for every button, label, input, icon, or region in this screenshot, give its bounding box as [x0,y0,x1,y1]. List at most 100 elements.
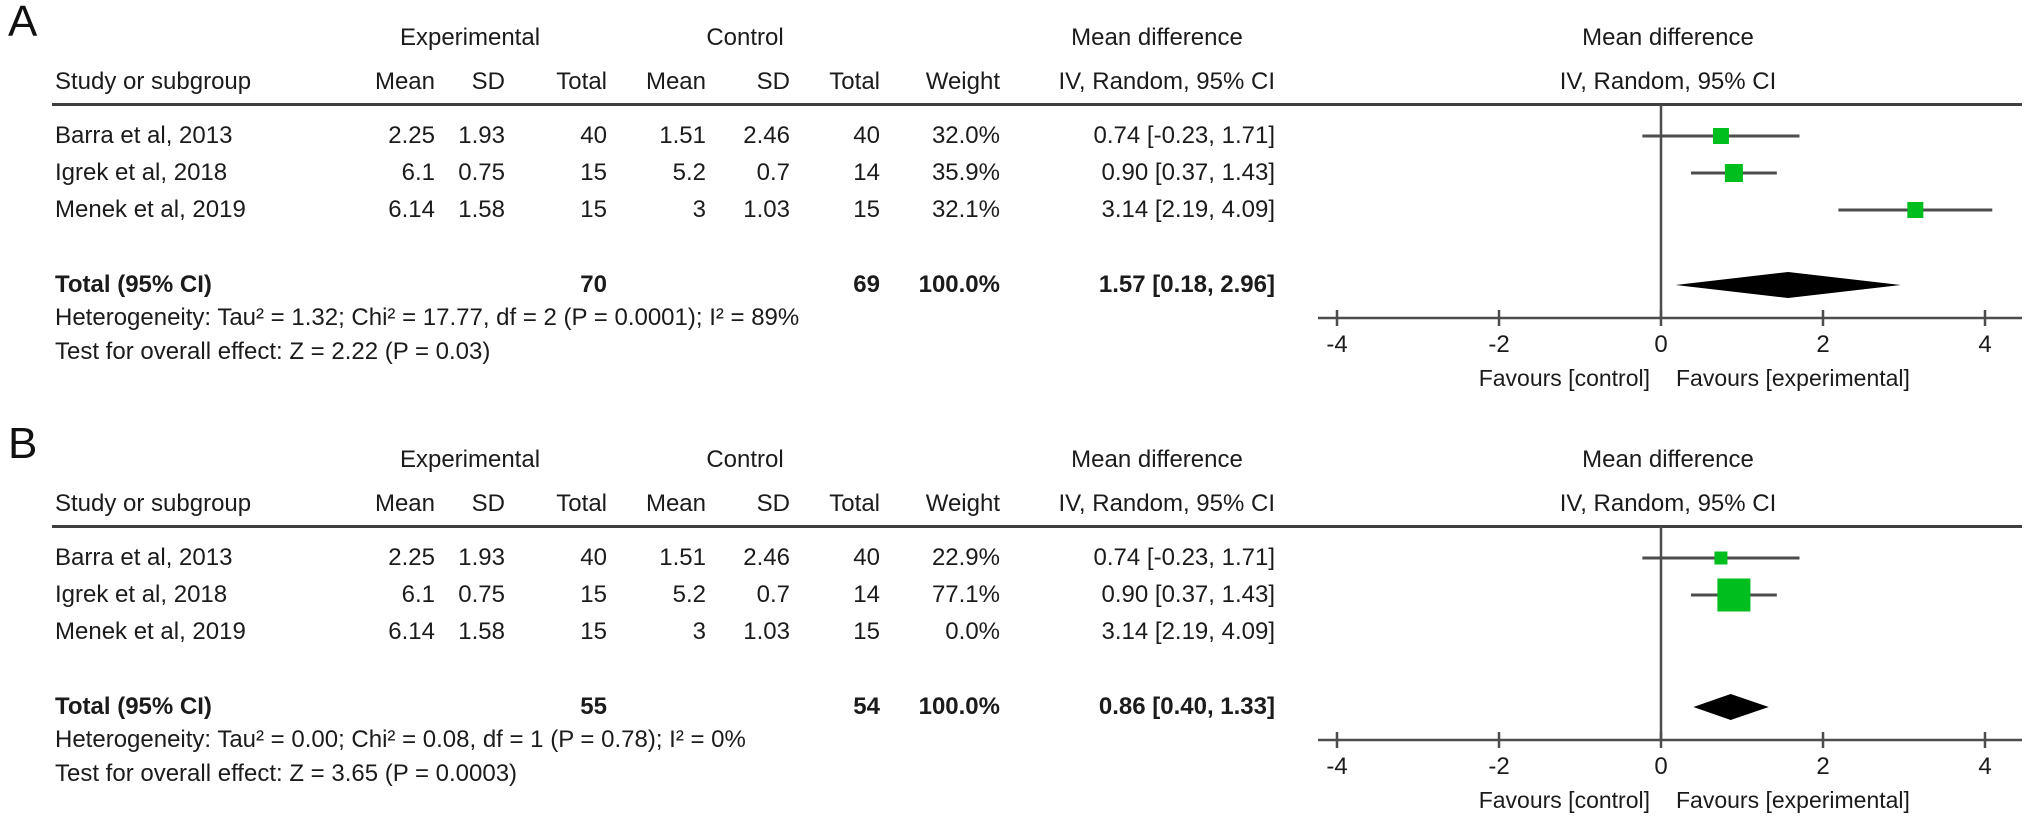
row-weight: 22.9% [931,544,1000,571]
col-header-exp-total: Total [556,490,607,517]
row-exp-total: 15 [580,159,607,186]
col-header-exp-mean: Mean [374,68,435,95]
row-ctrl-sd: 1.03 [743,196,790,223]
col-header-weight: Weight [925,490,1000,517]
row-ctrl-sd: 2.46 [743,544,790,571]
effect-square [1717,578,1751,612]
row-study-name: Igrek et al, 2018 [55,159,228,186]
panel-label-b: B [8,419,38,468]
row-study-name: Menek et al, 2019 [55,618,246,645]
total-diamond [1675,272,1901,298]
row-ci-text: 0.90 [0.37, 1.43] [1101,159,1275,186]
axis-tick-label: -4 [1326,331,1347,358]
total-weight: 100.0% [918,271,1000,298]
heterogeneity-line: Heterogeneity: Tau² = 1.32; Chi² = 17.77… [55,304,800,331]
effect-square [1724,164,1743,182]
col-header-weight: Weight [925,68,1000,95]
axis-tick-label: 4 [1978,753,1991,780]
row-exp-sd: 1.58 [458,618,505,645]
row-study-name: Igrek et al, 2018 [55,581,228,608]
group-header-experimental: Experimental [399,24,541,51]
row-ci-text: 0.90 [0.37, 1.43] [1101,581,1275,608]
row-weight: 32.1% [931,196,1000,223]
row-exp-sd: 1.58 [458,196,505,223]
col-header-study: Study or subgroup [55,490,252,517]
row-exp-sd: 1.93 [458,544,505,571]
row-ctrl-sd: 2.46 [743,122,790,149]
row-ctrl-mean: 1.51 [659,544,706,571]
row-exp-total: 15 [580,618,607,645]
row-exp-mean: 6.14 [388,618,435,645]
axis-tick-label: -2 [1488,331,1509,358]
effect-square [1907,202,1924,218]
row-ctrl-sd: 1.03 [743,618,790,645]
axis-tick-label: 0 [1654,331,1667,358]
row-weight: 35.9% [931,159,1000,186]
total-label: Total (95% CI) [55,271,212,298]
row-ci-text: 3.14 [2.19, 4.09] [1101,618,1275,645]
col-header-ctrl-mean: Mean [645,68,706,95]
row-ctrl-total: 14 [853,159,880,186]
table-effect-header: Mean difference [1071,24,1243,51]
total-diamond [1693,694,1769,720]
heterogeneity-line: Heterogeneity: Tau² = 0.00; Chi² = 0.08,… [55,726,746,753]
col-header-ci: IV, Random, 95% CI [1058,68,1275,95]
plot-header-subtitle: IV, Random, 95% CI [1559,490,1777,517]
table-effect-header: Mean difference [1071,446,1243,473]
col-header-ctrl-mean: Mean [645,490,706,517]
header-rule [52,525,2022,528]
row-exp-sd: 0.75 [458,159,505,186]
row-ctrl-sd: 0.7 [756,159,790,186]
row-ctrl-sd: 0.7 [756,581,790,608]
overall-effect-line: Test for overall effect: Z = 2.22 (P = 0… [55,338,491,365]
col-header-exp-mean: Mean [374,490,435,517]
row-ctrl-total: 40 [853,544,880,571]
col-header-exp-sd: SD [471,68,505,95]
total-ci-text: 1.57 [0.18, 2.96] [1098,271,1275,298]
axis-tick-label: -2 [1488,753,1509,780]
row-ci-text: 3.14 [2.19, 4.09] [1101,196,1275,223]
total-exp-n: 70 [580,271,607,298]
total-ci-text: 0.86 [0.40, 1.33] [1098,693,1275,720]
favours-control-label: Favours [control] [1479,787,1650,813]
group-header-experimental: Experimental [399,446,541,473]
axis-tick-label: -4 [1326,753,1347,780]
row-exp-total: 15 [580,581,607,608]
header-rule [52,103,2022,106]
row-exp-total: 40 [580,544,607,571]
axis-tick-label: 2 [1816,331,1829,358]
total-ctrl-n: 69 [853,271,880,298]
row-exp-mean: 2.25 [388,544,435,571]
panel-label-a: A [8,0,38,46]
row-exp-mean: 6.14 [388,196,435,223]
row-ctrl-mean: 1.51 [659,122,706,149]
plot-header-subtitle: IV, Random, 95% CI [1559,68,1777,95]
effect-square [1712,128,1729,144]
row-ci-text: 0.74 [-0.23, 1.71] [1093,544,1275,571]
col-header-exp-total: Total [556,68,607,95]
row-weight: 77.1% [931,581,1000,608]
col-header-ctrl-total: Total [829,490,880,517]
total-exp-n: 55 [580,693,607,720]
row-study-name: Barra et al, 2013 [55,544,233,571]
row-ctrl-mean: 5.2 [672,159,706,186]
col-header-exp-sd: SD [471,490,505,517]
row-ctrl-mean: 3 [692,196,706,223]
row-exp-sd: 1.93 [458,122,505,149]
panel-a: A Experimental Control Mean difference M… [8,0,2022,391]
overall-effect-line: Test for overall effect: Z = 3.65 (P = 0… [55,760,518,787]
row-ctrl-total: 15 [853,196,880,223]
col-header-ctrl-sd: SD [756,68,790,95]
total-ctrl-n: 54 [853,693,880,720]
row-exp-sd: 0.75 [458,581,505,608]
row-study-name: Menek et al, 2019 [55,196,246,223]
row-exp-total: 15 [580,196,607,223]
axis-tick-label: 4 [1978,331,1991,358]
favours-control-label: Favours [control] [1479,365,1650,391]
col-header-ci: IV, Random, 95% CI [1058,490,1275,517]
row-ci-text: 0.74 [-0.23, 1.71] [1093,122,1275,149]
axis-tick-label: 0 [1654,753,1667,780]
row-exp-mean: 6.1 [401,581,435,608]
favours-experimental-label: Favours [experimental] [1676,787,1910,813]
col-header-ctrl-total: Total [829,68,880,95]
